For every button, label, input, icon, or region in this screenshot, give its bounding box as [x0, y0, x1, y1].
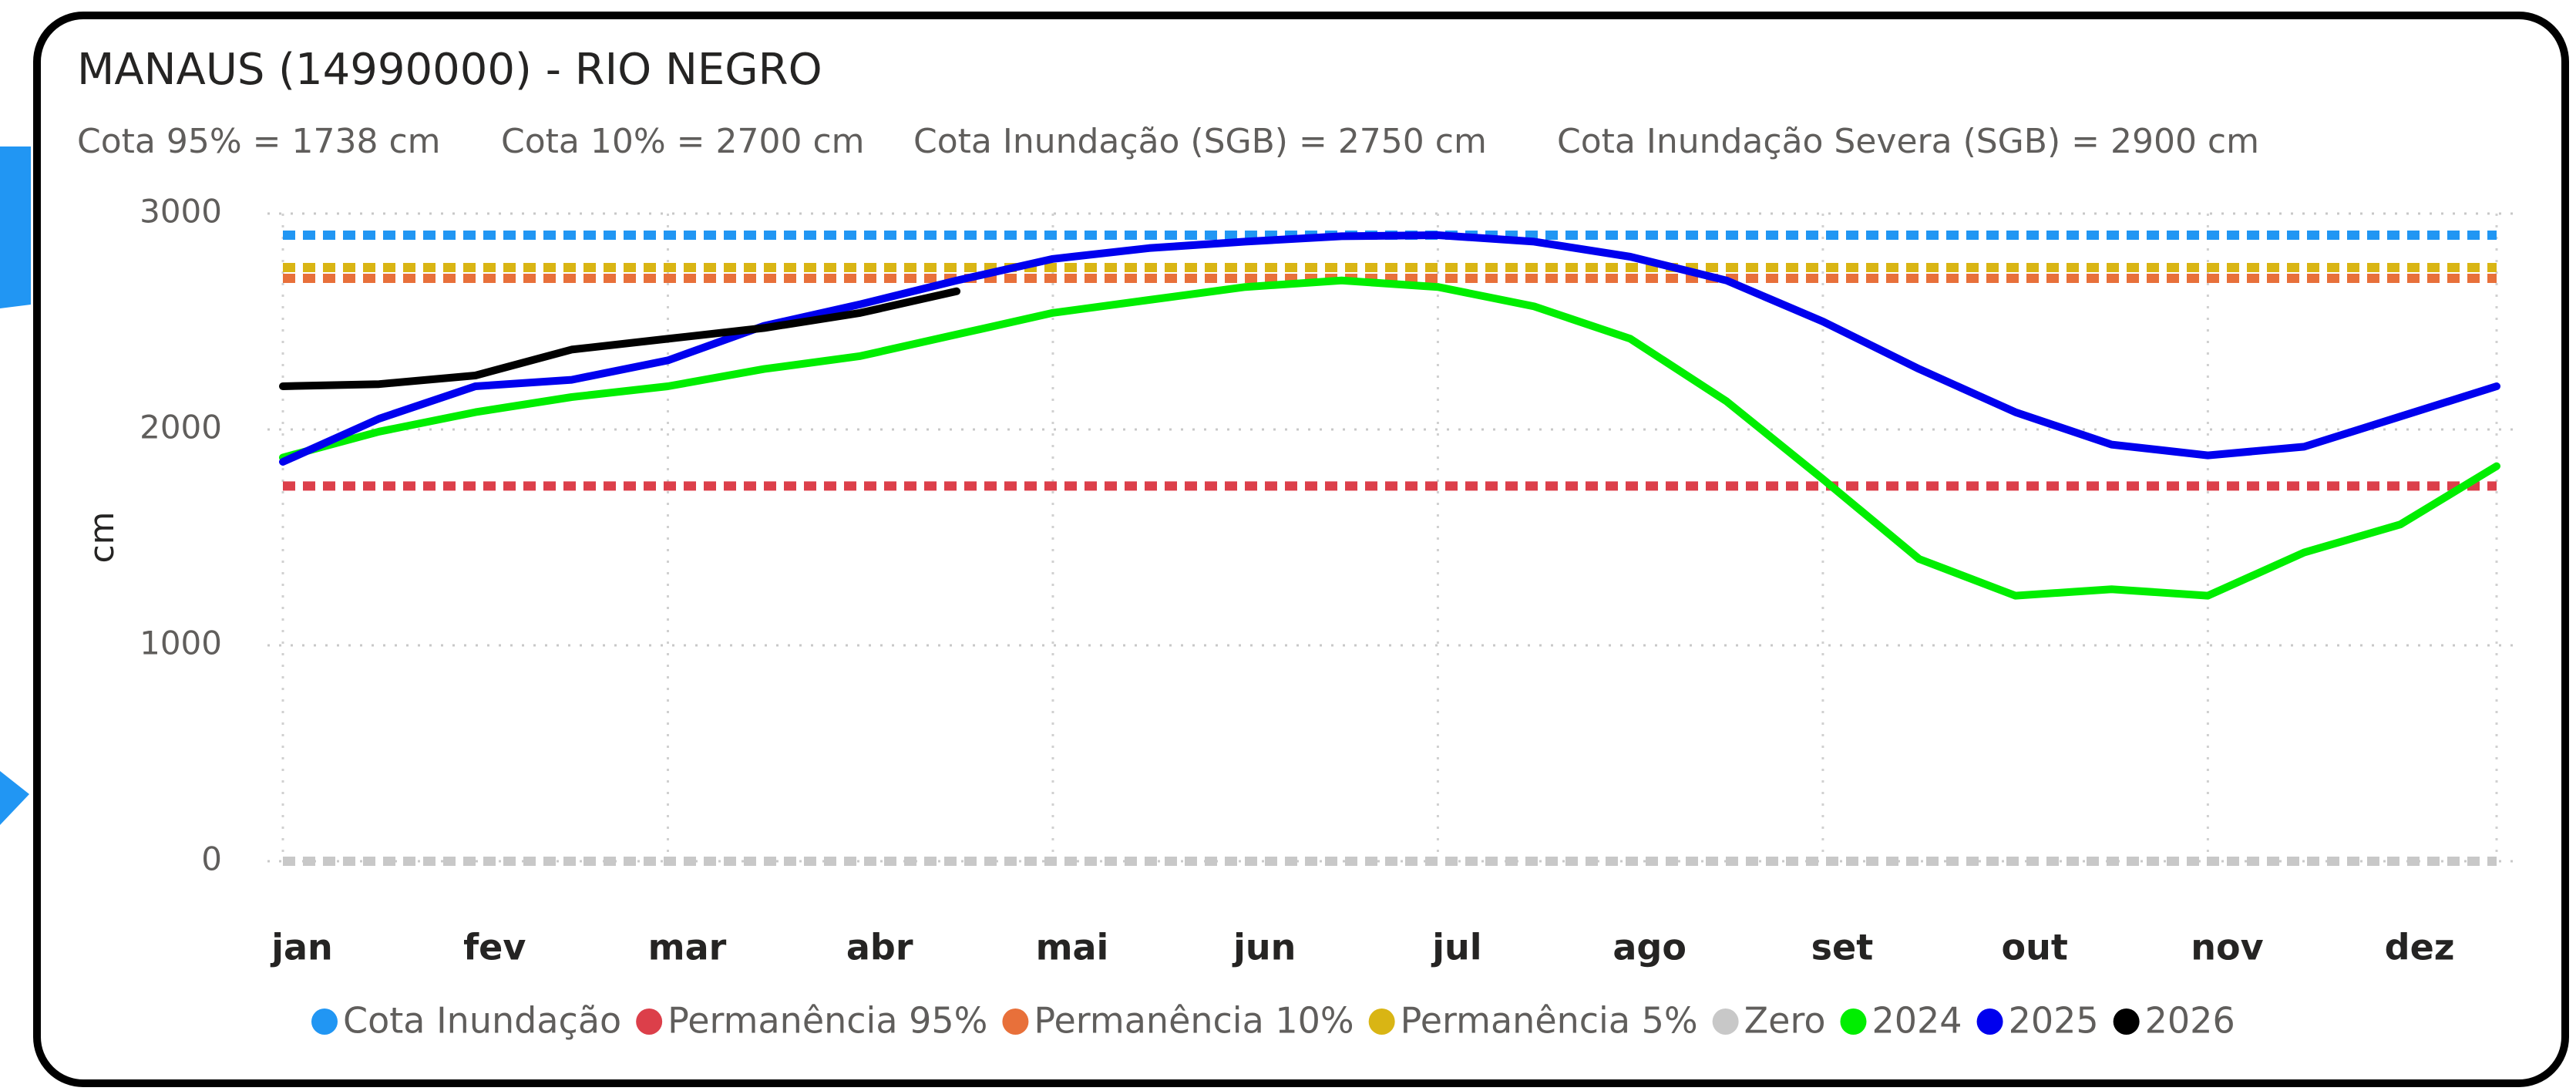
x-tick-label: out — [2001, 927, 2067, 968]
chart-title: MANAUS (14990000) - RIO NEGRO — [77, 45, 822, 95]
series-line — [279, 276, 2500, 600]
legend-label: Permanência 95% — [668, 1000, 987, 1042]
series-line — [279, 287, 961, 390]
x-tick-label: abr — [846, 927, 913, 968]
subtitle: Cota Inundação Severa (SGB) = 2900 cm — [1557, 122, 2259, 161]
legend-label: Permanência 10% — [1034, 1000, 1354, 1042]
legend-marker — [1368, 1009, 1395, 1035]
legend-label: 2024 — [1871, 1000, 1962, 1042]
x-tick-label: dez — [2385, 927, 2455, 968]
x-tick-label: jun — [1232, 927, 1296, 968]
subtitle: Cota Inundação (SGB) = 2750 cm — [913, 122, 1487, 161]
x-tick-label: jul — [1431, 927, 1481, 968]
legend-marker — [1840, 1009, 1867, 1035]
legend-marker — [1002, 1009, 1029, 1035]
y-axis-label: cm — [82, 511, 122, 563]
y-tick-label: 0 — [201, 840, 222, 878]
y-tick-label: 2000 — [140, 409, 222, 446]
x-tick-label: set — [1811, 927, 1874, 968]
legend-label: Zero — [1744, 1000, 1826, 1042]
legend-label: 2026 — [2145, 1000, 2235, 1042]
x-tick-label: jan — [270, 927, 333, 968]
legend-marker — [311, 1009, 338, 1035]
legend-marker — [2113, 1009, 2140, 1035]
legend-label: 2025 — [2009, 1000, 2099, 1042]
subtitle: Cota 95% = 1738 cm — [77, 122, 441, 161]
series-line — [279, 231, 2500, 466]
x-tick-label: ago — [1613, 927, 1687, 968]
x-tick-label: fev — [463, 927, 526, 968]
legend-label: Cota Inundação — [343, 1000, 621, 1042]
legend-marker — [1712, 1009, 1739, 1035]
x-tick-label: nov — [2191, 927, 2263, 968]
y-tick-label: 3000 — [140, 193, 222, 231]
decoration — [0, 146, 31, 308]
legend-marker — [1976, 1009, 2003, 1035]
x-tick-label: mar — [648, 927, 727, 968]
subtitle: Cota 10% = 2700 cm — [501, 122, 865, 161]
y-tick-label: 1000 — [140, 625, 222, 662]
x-tick-label: mai — [1036, 927, 1109, 968]
legend-label: Permanência 5% — [1401, 1000, 1698, 1042]
legend-marker — [636, 1009, 663, 1035]
card — [33, 12, 2569, 1087]
decoration — [0, 771, 29, 825]
